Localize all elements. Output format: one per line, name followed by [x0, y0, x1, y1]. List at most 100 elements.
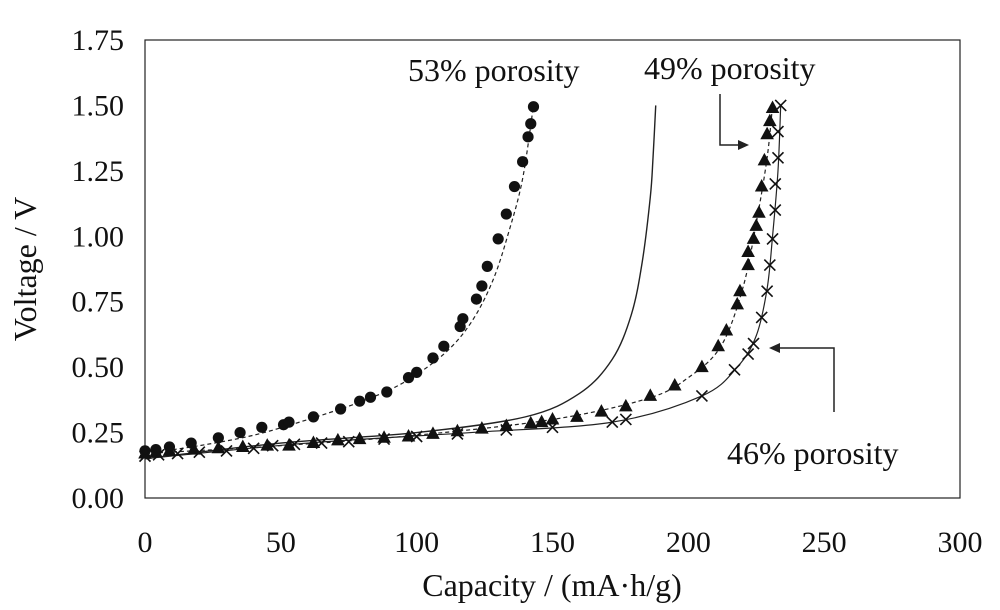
data-point-circle: [427, 352, 439, 364]
data-point-circle: [522, 131, 534, 143]
data-point-x: [288, 438, 301, 451]
data-point-triangle: [499, 418, 514, 432]
data-point-x: [755, 311, 768, 324]
data-point-triangle: [619, 398, 633, 412]
markers: [138, 99, 787, 463]
x-tick-label: 300: [938, 526, 983, 559]
data-point-x: [500, 423, 513, 437]
y-tick-labels: 0.00 0.25 0.50 0.75 1.00 1.25 1.50 1.75: [72, 24, 125, 515]
data-point-x: [315, 436, 328, 450]
y-tick-label: 1.25: [72, 155, 125, 188]
data-point-triangle: [730, 296, 745, 310]
arrow-49-head: [738, 140, 749, 150]
x-axis-title: Capacity / (mA·h/g): [422, 567, 681, 603]
data-point-triangle: [401, 428, 416, 442]
data-point-x: [606, 416, 619, 429]
x-tick-label: 0: [138, 526, 153, 559]
data-point-x: [266, 439, 279, 452]
y-tick-label: 1.50: [72, 89, 125, 122]
data-point-circle: [402, 372, 415, 384]
data-point-triangle: [667, 377, 682, 391]
data-point-triangle: [377, 430, 391, 443]
y-axis-title: Voltage / V: [7, 197, 43, 342]
arrow-49-line: [719, 94, 738, 146]
series-2-fit-line: [144, 105, 774, 455]
data-point-x: [138, 450, 152, 463]
data-point-x: [771, 151, 785, 164]
data-point-triangle: [757, 152, 772, 166]
data-point-x: [152, 448, 165, 461]
fit-lines: [144, 105, 782, 460]
data-point-circle: [492, 233, 504, 245]
data-point-triangle: [534, 414, 549, 428]
data-point-x: [220, 444, 233, 457]
arrow-46-porosity: [769, 343, 835, 412]
data-point-x: [774, 99, 787, 112]
data-point-x: [619, 413, 632, 426]
x-tick-label: 150: [530, 526, 575, 559]
data-point-triangle: [138, 446, 152, 459]
data-point-triangle: [162, 443, 177, 456]
y-tick-label: 0.75: [72, 286, 125, 319]
x-tick-label: 100: [394, 526, 439, 559]
data-point-x: [742, 347, 755, 361]
x-tick-label: 200: [666, 526, 711, 559]
data-point-x: [193, 446, 206, 459]
data-point-triangle: [450, 423, 465, 437]
data-point-triangle: [695, 359, 709, 373]
data-point-triangle: [741, 257, 755, 271]
data-point-circle: [527, 101, 540, 113]
data-point-triangle: [475, 421, 489, 434]
data-point-triangle: [426, 426, 440, 439]
y-tick-label: 0.00: [72, 482, 125, 515]
data-point-circle: [234, 426, 246, 439]
data-point-x: [771, 125, 785, 138]
data-point-x: [747, 337, 760, 350]
data-point-x: [728, 363, 741, 376]
data-point-circle: [457, 313, 469, 325]
data-point-triangle: [594, 404, 609, 417]
data-point-triangle: [331, 432, 345, 446]
data-point-circle: [476, 280, 488, 292]
data-point-triangle: [763, 113, 777, 127]
data-point-x: [247, 442, 260, 455]
data-point-x: [342, 435, 355, 448]
data-point-x: [761, 285, 774, 298]
data-point-triangle: [733, 283, 747, 297]
data-point-x: [695, 389, 708, 402]
data-point-circle: [335, 403, 347, 415]
data-point-circle: [481, 260, 493, 272]
data-point-circle: [256, 421, 268, 433]
data-point-circle: [438, 340, 450, 352]
annotation-53-porosity: 53% porosity: [408, 52, 580, 88]
series-0-fit-line: [144, 105, 535, 455]
arrow-49-porosity: [719, 94, 749, 150]
data-point-triangle: [752, 205, 766, 218]
data-point-x: [410, 430, 423, 443]
data-point-circle: [411, 366, 423, 378]
y-tick-label: 1.00: [72, 220, 125, 253]
y-tick-label: 1.75: [72, 24, 125, 57]
data-point-triangle: [523, 415, 538, 429]
data-point-triangle: [749, 218, 764, 231]
x-tick-label: 50: [266, 526, 296, 559]
data-point-circle: [381, 386, 393, 398]
data-point-triangle: [211, 440, 226, 454]
arrow-46-head: [769, 343, 780, 353]
plot-frame: [144, 39, 961, 499]
data-point-triangle: [719, 323, 734, 336]
data-point-x: [171, 447, 184, 460]
arrow-46-line: [780, 347, 835, 412]
data-point-triangle: [306, 435, 321, 449]
data-point-circle: [364, 391, 377, 403]
data-point-triangle: [187, 442, 201, 455]
data-point-x: [769, 177, 782, 191]
data-point-circle: [354, 395, 366, 407]
data-point-triangle: [760, 126, 774, 140]
y-tick-label: 0.50: [72, 351, 125, 384]
data-point-circle: [517, 156, 529, 168]
data-point-triangle: [545, 411, 560, 425]
y-tick-label: 0.25: [72, 417, 125, 450]
